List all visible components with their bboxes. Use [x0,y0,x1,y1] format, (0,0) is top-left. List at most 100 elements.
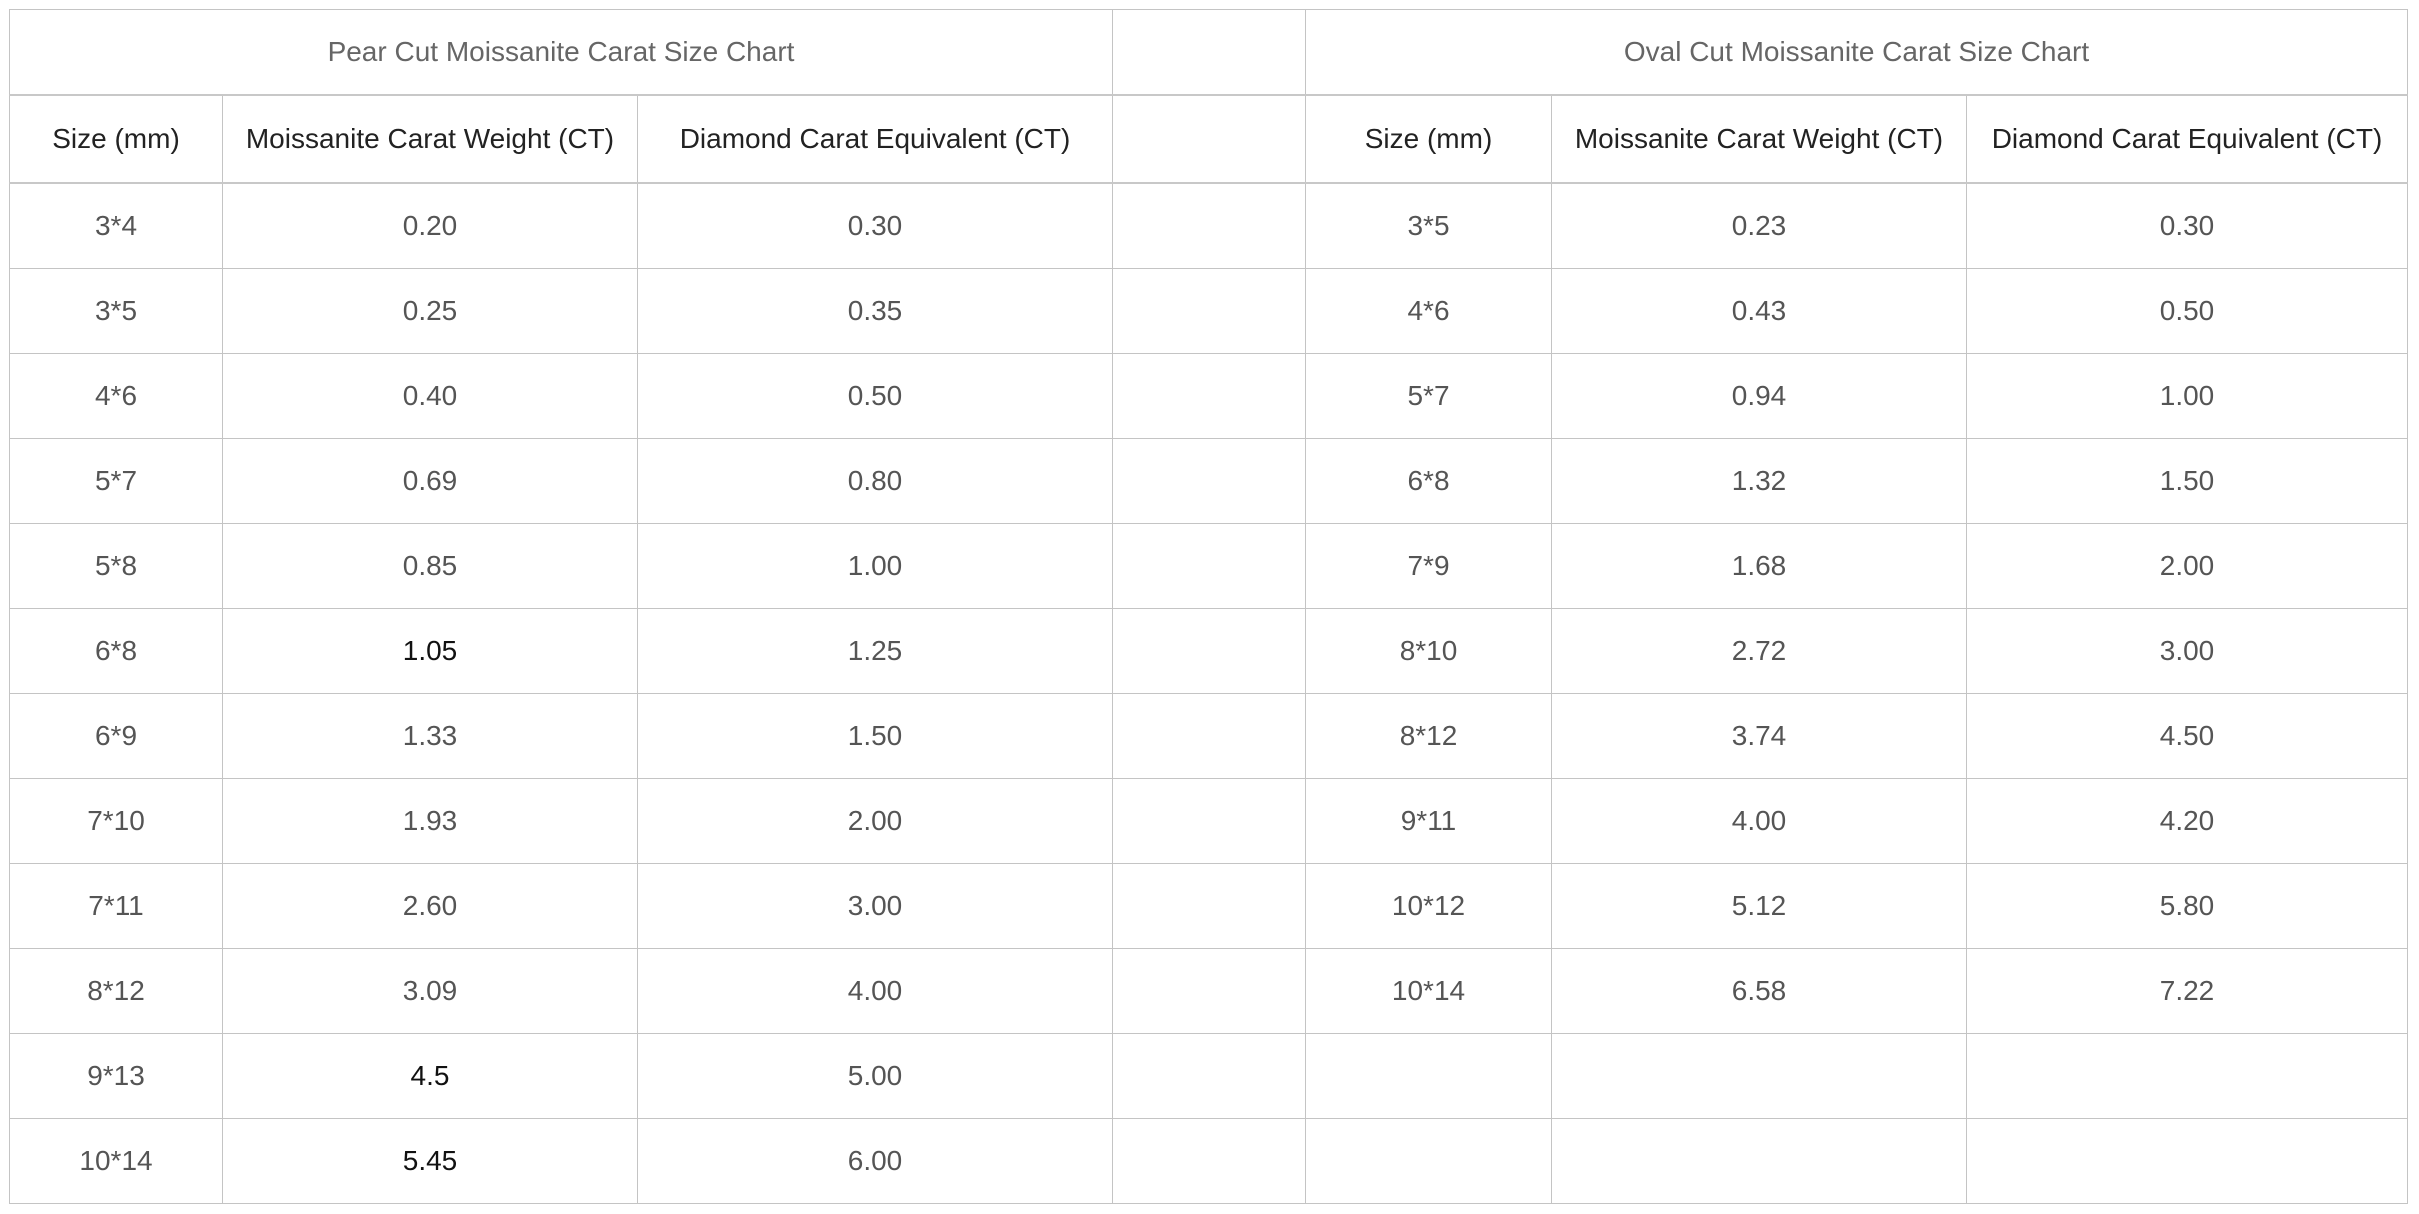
oval-size-cell: 9*11 [1305,778,1552,864]
pear-diamond-equivalent-cell: 1.00 [637,523,1113,609]
spacer-cell [1112,353,1306,439]
carat-size-charts: Pear Cut Moissanite Carat Size Chart Ova… [9,9,2409,1204]
oval-size-cell: 3*5 [1305,182,1552,269]
oval-diamond-equivalent-cell: 2.00 [1965,523,2409,609]
pear-size-cell: 4*6 [9,353,223,439]
spacer-cell [1112,1033,1306,1119]
oval-size-cell: 8*10 [1305,608,1552,694]
oval-moissanite-weight-cell: 0.94 [1551,353,1967,439]
oval-moissanite-weight-cell: 2.72 [1551,608,1967,694]
pear-size-cell: 5*8 [9,523,223,609]
oval-diamond-equivalent-cell: 1.50 [1965,438,2409,524]
pear-header-moissanite: Moissanite Carat Weight (CT) [222,94,638,184]
pear-moissanite-weight-cell: 1.33 [222,693,638,779]
pear-diamond-equivalent-cell: 0.35 [637,268,1113,354]
pear-size-cell: 3*4 [9,182,223,269]
table-row: 6*9 1.33 1.50 8*12 3.74 4.50 [9,693,2409,779]
oval-moissanite-weight-cell: 0.23 [1551,182,1967,269]
oval-moissanite-weight-cell: 3.74 [1551,693,1967,779]
pear-diamond-equivalent-cell: 2.00 [637,778,1113,864]
pear-moissanite-weight-cell: 5.45 [222,1118,638,1204]
pear-moissanite-weight-cell: 4.5 [222,1033,638,1119]
spacer-cell [1112,9,1306,96]
table-row: 6*8 1.05 1.25 8*10 2.72 3.00 [9,608,2409,694]
spacer-cell [1112,948,1306,1034]
oval-header-size: Size (mm) [1305,94,1552,184]
pear-size-cell: 3*5 [9,268,223,354]
oval-diamond-equivalent-cell: 0.30 [1965,182,2409,269]
pear-diamond-equivalent-cell: 6.00 [637,1118,1113,1204]
oval-size-cell: 5*7 [1305,353,1552,439]
oval-diamond-equivalent-cell [1965,1033,2409,1119]
pear-moissanite-weight-cell: 2.60 [222,863,638,949]
table-row: 10*14 5.45 6.00 [9,1118,2409,1204]
pear-diamond-equivalent-cell: 0.80 [637,438,1113,524]
oval-header-moissanite: Moissanite Carat Weight (CT) [1551,94,1967,184]
spacer-cell [1112,94,1306,184]
table-row: 3*4 0.20 0.30 3*5 0.23 0.30 [9,182,2409,269]
table-row: 7*11 2.60 3.00 10*12 5.12 5.80 [9,863,2409,949]
oval-moissanite-weight-cell: 4.00 [1551,778,1967,864]
oval-diamond-equivalent-cell: 3.00 [1965,608,2409,694]
table-row: 9*13 4.5 5.00 [9,1033,2409,1119]
oval-moissanite-weight-cell: 6.58 [1551,948,1967,1034]
oval-size-cell: 8*12 [1305,693,1552,779]
pear-moissanite-weight-cell: 0.20 [222,182,638,269]
pear-chart-title: Pear Cut Moissanite Carat Size Chart [9,9,1113,96]
table-row: 5*8 0.85 1.00 7*9 1.68 2.00 [9,523,2409,609]
pear-size-cell: 6*9 [9,693,223,779]
table-row: 5*7 0.69 0.80 6*8 1.32 1.50 [9,438,2409,524]
pear-moissanite-weight-cell: 0.85 [222,523,638,609]
oval-moissanite-weight-cell: 0.43 [1551,268,1967,354]
pear-diamond-equivalent-cell: 5.00 [637,1033,1113,1119]
pear-size-cell: 7*10 [9,778,223,864]
spacer-cell [1112,608,1306,694]
spacer-cell [1112,523,1306,609]
pear-diamond-equivalent-cell: 0.50 [637,353,1113,439]
table-row: 7*10 1.93 2.00 9*11 4.00 4.20 [9,778,2409,864]
oval-header-diamond: Diamond Carat Equivalent (CT) [1965,94,2409,184]
oval-size-cell: 4*6 [1305,268,1552,354]
spacer-cell [1112,778,1306,864]
oval-moissanite-weight-cell: 1.32 [1551,438,1967,524]
oval-size-cell: 10*14 [1305,948,1552,1034]
pear-size-cell: 5*7 [9,438,223,524]
oval-chart-title: Oval Cut Moissanite Carat Size Chart [1304,9,2409,96]
pear-moissanite-weight-cell: 0.25 [222,268,638,354]
pear-size-cell: 6*8 [9,608,223,694]
oval-diamond-equivalent-cell: 4.50 [1965,693,2409,779]
pear-moissanite-weight-cell: 0.40 [222,353,638,439]
pear-size-cell: 10*14 [9,1118,223,1204]
table-row: 8*12 3.09 4.00 10*14 6.58 7.22 [9,948,2409,1034]
spacer-cell [1112,1118,1306,1204]
pear-diamond-equivalent-cell: 1.50 [637,693,1113,779]
pear-size-cell: 9*13 [9,1033,223,1119]
pear-header-size: Size (mm) [9,94,223,184]
pear-moissanite-weight-cell: 3.09 [222,948,638,1034]
spacer-cell [1112,268,1306,354]
pear-moissanite-weight-cell: 1.93 [222,778,638,864]
oval-diamond-equivalent-cell: 4.20 [1965,778,2409,864]
header-row: Size (mm) Moissanite Carat Weight (CT) D… [9,94,2409,184]
oval-diamond-equivalent-cell: 7.22 [1965,948,2409,1034]
oval-moissanite-weight-cell [1551,1033,1967,1119]
oval-size-cell: 10*12 [1305,863,1552,949]
pear-diamond-equivalent-cell: 4.00 [637,948,1113,1034]
table-row: 4*6 0.40 0.50 5*7 0.94 1.00 [9,353,2409,439]
oval-diamond-equivalent-cell [1965,1118,2409,1204]
pear-diamond-equivalent-cell: 3.00 [637,863,1113,949]
pear-header-diamond: Diamond Carat Equivalent (CT) [637,94,1113,184]
oval-diamond-equivalent-cell: 5.80 [1965,863,2409,949]
table-row: 3*5 0.25 0.35 4*6 0.43 0.50 [9,268,2409,354]
oval-moissanite-weight-cell: 1.68 [1551,523,1967,609]
pear-size-cell: 7*11 [9,863,223,949]
oval-size-cell [1305,1118,1552,1204]
oval-size-cell [1305,1033,1552,1119]
spacer-cell [1112,863,1306,949]
oval-diamond-equivalent-cell: 0.50 [1965,268,2409,354]
pear-moissanite-weight-cell: 0.69 [222,438,638,524]
oval-size-cell: 7*9 [1305,523,1552,609]
spacer-cell [1112,182,1306,269]
spacer-cell [1112,438,1306,524]
title-row: Pear Cut Moissanite Carat Size Chart Ova… [9,9,2409,96]
